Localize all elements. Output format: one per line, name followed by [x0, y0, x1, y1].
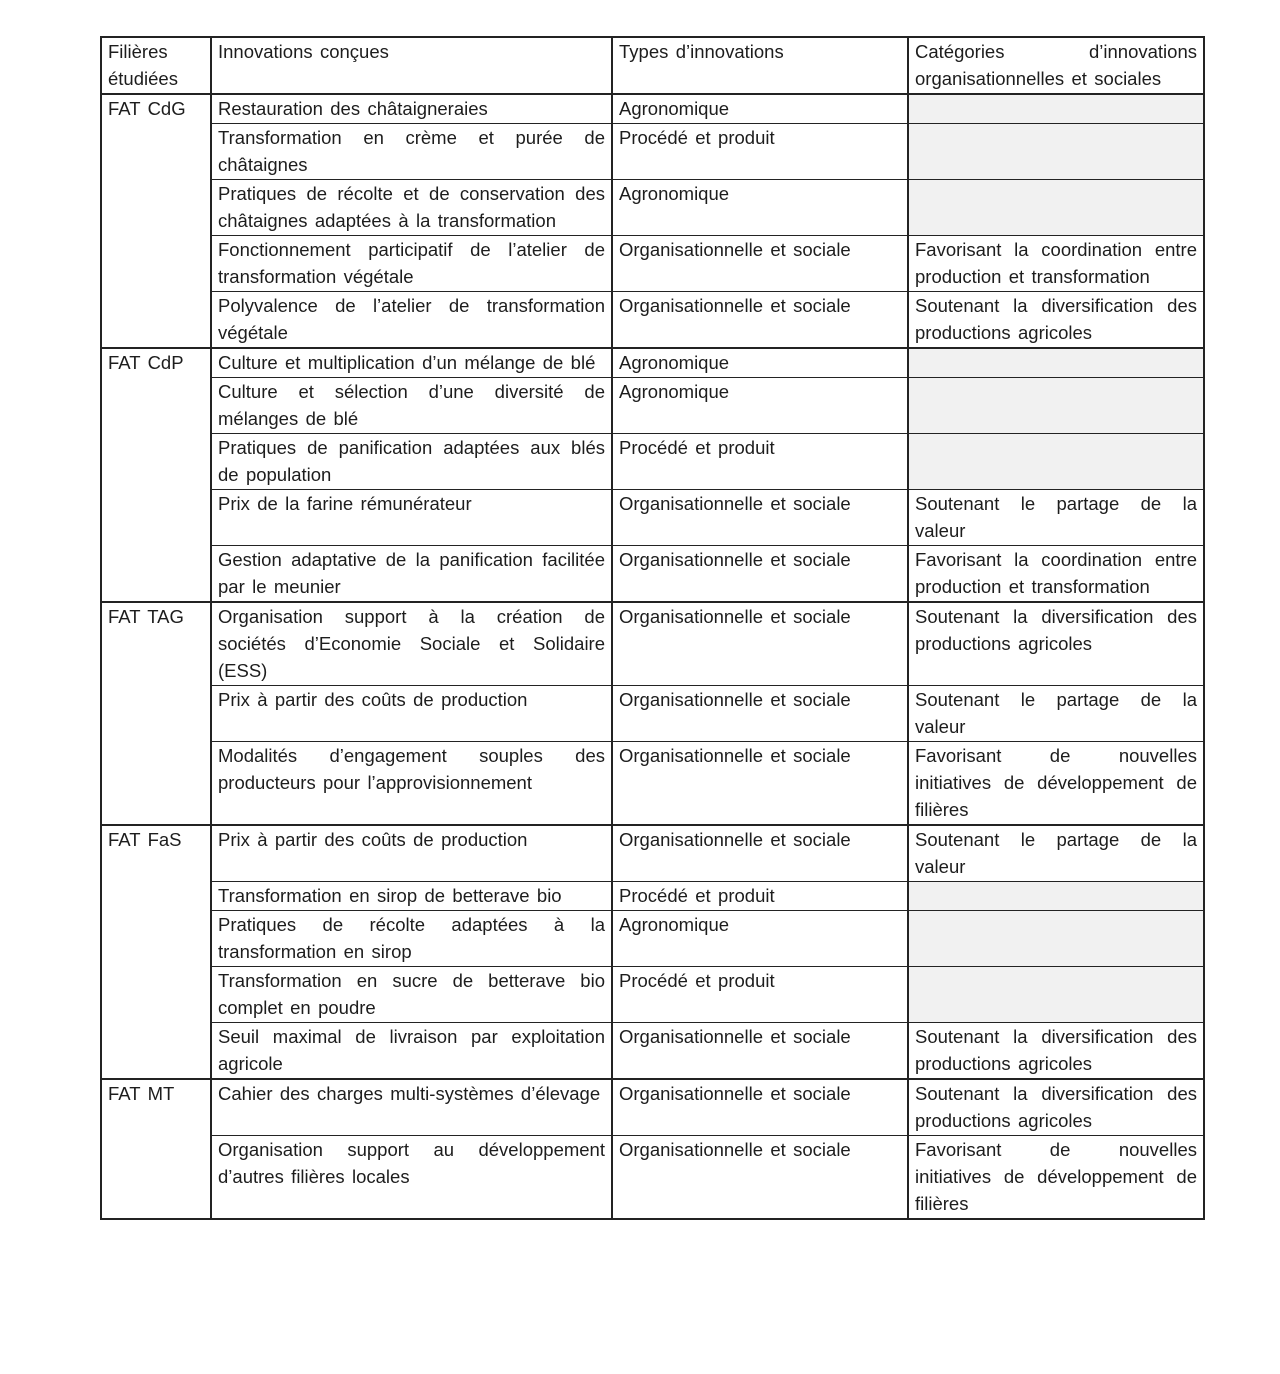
innovation-cell: Seuil maximal de livraison par exploitat… — [210, 1022, 613, 1080]
innovation-cell: Polyvalence de l’atelier de transformati… — [210, 291, 613, 349]
innovation-category-cell: Soutenant le partage de la valeur — [907, 824, 1205, 882]
header-filieres: Filières étudiées — [100, 36, 212, 95]
innovation-type-cell: Organisationnelle et sociale — [611, 1078, 909, 1136]
innovation-cell: Transformation en sucre de betterave bio… — [210, 966, 613, 1023]
innovation-cell: Cahier des charges multi-systèmes d’élev… — [210, 1078, 613, 1136]
innovation-type-cell: Procédé et produit — [611, 966, 909, 1023]
table-row: FAT CdG Restauration des châtaigneraies Ag… — [100, 93, 1205, 349]
filiere-cell: FAT MT — [100, 1078, 212, 1220]
innovation-cell: Prix à partir des coûts de production — [210, 685, 613, 742]
innovation-type-cell: Organisationnelle et sociale — [611, 685, 909, 742]
innovation-cell: Fonctionnement participatif de l’atelier… — [210, 235, 613, 292]
innovation-category-cell: Favorisant la coordination entre product… — [907, 235, 1205, 292]
table-row: Prix de la farine rémunérateur Organisati… — [101, 489, 1205, 546]
table-body: FAT CdG Restauration des châtaigneraies Ag… — [100, 93, 1205, 1220]
table-row: Transformation en sirop de betterave bio… — [101, 881, 1205, 911]
table-row: Polyvalence de l’atelier de transformati… — [101, 291, 1205, 349]
innovation-cell: Restauration des châtaigneraies — [210, 93, 613, 124]
innovation-type-cell: Agronomique — [611, 347, 909, 378]
innovation-category-cell: Soutenant la diversification des product… — [907, 1022, 1205, 1080]
header-innovations: Innovations conçues — [210, 36, 613, 95]
innovation-type-cell: Procédé et produit — [611, 123, 909, 180]
innovation-type-cell: Agronomique — [611, 93, 909, 124]
innovation-category-cell: Favorisant de nouvelles initiatives de d… — [907, 741, 1205, 826]
innovation-type-cell: Organisationnelle et sociale — [611, 291, 909, 349]
table-row: Pratiques de récolte adaptées à la trans… — [101, 910, 1205, 967]
innovation-category-cell: Soutenant la diversification des product… — [907, 1078, 1205, 1136]
innovation-type-cell: Organisationnelle et sociale — [611, 824, 909, 882]
innovation-type-cell: Organisationnelle et sociale — [611, 741, 909, 826]
innovation-cell: Culture et multiplication d’un mélange d… — [210, 347, 613, 378]
innovation-category-cell — [907, 347, 1205, 378]
table-row: Seuil maximal de livraison par exploitat… — [101, 1022, 1205, 1080]
table-row: Organisation support au développement d’… — [101, 1135, 1205, 1220]
innovation-category-cell — [907, 123, 1205, 180]
table-row: FAT FaS Prix à partir des coûts de produc… — [100, 824, 1205, 1080]
innovation-cell: Culture et sélection d’une diversité de … — [210, 377, 613, 434]
table-row: Modalités d’engagement souples des produ… — [101, 741, 1205, 826]
filiere-cell: FAT TAG — [100, 601, 212, 826]
table-row: Fonctionnement participatif de l’atelier… — [101, 235, 1205, 292]
innovation-type-cell: Procédé et produit — [611, 433, 909, 490]
table-row: FAT MT Cahier des charges multi-systèmes … — [100, 1078, 1205, 1220]
innovation-category-cell — [907, 910, 1205, 967]
innovation-category-cell: Soutenant le partage de la valeur — [907, 685, 1205, 742]
innovation-category-cell: Favorisant la coordination entre product… — [907, 545, 1205, 603]
innovation-cell: Pratiques de panification adaptées aux b… — [210, 433, 613, 490]
innovation-category-cell — [907, 881, 1205, 911]
innovation-type-cell: Organisationnelle et sociale — [611, 235, 909, 292]
innovation-category-cell: Favorisant de nouvelles initiatives de d… — [907, 1135, 1205, 1220]
table-row: FAT TAG Organisation support à la créatio… — [100, 601, 1205, 826]
table-row: Gestion adaptative de la panification fa… — [101, 545, 1205, 603]
innovation-type-cell: Organisationnelle et sociale — [611, 1135, 909, 1220]
filiere-cell: FAT FaS — [100, 824, 212, 1080]
innovation-cell: Gestion adaptative de la panification fa… — [210, 545, 613, 603]
header-types: Types d’innovations — [611, 36, 909, 95]
innovation-type-cell: Organisationnelle et sociale — [611, 1022, 909, 1080]
innovation-cell: Organisation support au développement d’… — [210, 1135, 613, 1220]
innovation-type-cell: Agronomique — [611, 179, 909, 236]
header-categories: Catégories d’innovations organisationnel… — [907, 36, 1205, 95]
innovation-type-cell: Agronomique — [611, 377, 909, 434]
innovation-cell: Transformation en crème et purée de chât… — [210, 123, 613, 180]
innovations-table: Filières étudiées Innovations conçues Ty… — [100, 36, 1205, 1220]
innovation-cell: Prix à partir des coûts de production — [210, 824, 613, 882]
table-row: Transformation en crème et purée de chât… — [101, 123, 1205, 180]
innovation-type-cell: Organisationnelle et sociale — [611, 489, 909, 546]
innovation-cell: Pratiques de récolte et de conservation … — [210, 179, 613, 236]
innovation-type-cell: Organisationnelle et sociale — [611, 601, 909, 686]
innovation-type-cell: Organisationnelle et sociale — [611, 545, 909, 603]
innovation-cell: Transformation en sirop de betterave bio — [210, 881, 613, 911]
innovation-category-cell: Soutenant la diversification des product… — [907, 291, 1205, 349]
table-header-row: Filières étudiées Innovations conçues Ty… — [100, 36, 1205, 95]
innovation-cell: Pratiques de récolte adaptées à la trans… — [210, 910, 613, 967]
innovation-category-cell: Soutenant le partage de la valeur — [907, 489, 1205, 546]
innovation-type-cell: Procédé et produit — [611, 881, 909, 911]
innovation-type-cell: Agronomique — [611, 910, 909, 967]
innovation-category-cell — [907, 966, 1205, 1023]
table-row: Transformation en sucre de betterave bio… — [101, 966, 1205, 1023]
innovation-category-cell — [907, 433, 1205, 490]
table-row: Pratiques de panification adaptées aux b… — [101, 433, 1205, 490]
filiere-cell: FAT CdG — [100, 93, 212, 349]
table-row: FAT CdP Culture et multiplication d’un mé… — [100, 347, 1205, 603]
innovation-cell: Modalités d’engagement souples des produ… — [210, 741, 613, 826]
innovation-category-cell: Soutenant la diversification des product… — [907, 601, 1205, 686]
innovation-category-cell — [907, 179, 1205, 236]
innovation-category-cell — [907, 93, 1205, 124]
table-row: Prix à partir des coûts de production Org… — [101, 685, 1205, 742]
innovation-category-cell — [907, 377, 1205, 434]
table-row: Pratiques de récolte et de conservation … — [101, 179, 1205, 236]
table-row: Culture et sélection d’une diversité de … — [101, 377, 1205, 434]
innovation-cell: Organisation support à la création de so… — [210, 601, 613, 686]
innovation-cell: Prix de la farine rémunérateur — [210, 489, 613, 546]
filiere-cell: FAT CdP — [100, 347, 212, 603]
